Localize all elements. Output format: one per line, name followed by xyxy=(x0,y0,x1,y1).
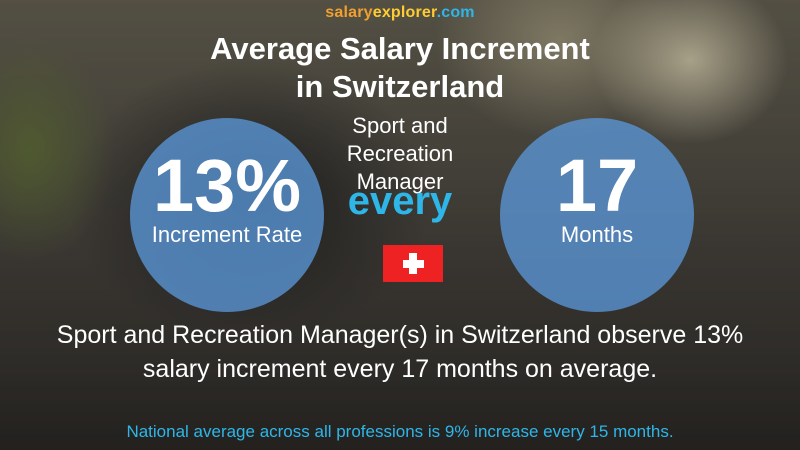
page-title: Average Salary Increment in Switzerland xyxy=(0,30,800,106)
summary-line-2: salary increment every 17 months on aver… xyxy=(142,355,658,383)
title-line-2: in Switzerland xyxy=(295,69,505,104)
title-line-1: Average Salary Increment xyxy=(210,31,590,66)
job-title-line-3: Manager xyxy=(356,169,444,194)
job-title-line-2: Recreation xyxy=(346,141,454,166)
every-connector: every xyxy=(347,179,453,223)
months-value: 17 xyxy=(555,144,639,227)
job-title-line-1: Sport and xyxy=(352,113,448,138)
job-title: Sport and Recreation Manager xyxy=(330,112,470,196)
increment-rate-value: 13% xyxy=(152,144,302,227)
months-label: Months xyxy=(560,222,634,247)
increment-rate-label: Increment Rate xyxy=(151,222,303,247)
months-circle: 17 Months xyxy=(500,118,694,312)
brand-part-domain: .com xyxy=(436,4,475,21)
brand-part-explorer: explorer xyxy=(372,4,437,21)
brand-logo[interactable]: salaryexplorer.com xyxy=(0,4,800,22)
summary-text: Sport and Recreation Manager(s) in Switz… xyxy=(0,318,800,386)
summary-line-1: Sport and Recreation Manager(s) in Switz… xyxy=(56,321,744,349)
national-average-note: National average across all professions … xyxy=(126,422,674,441)
flag-cross-horizontal xyxy=(402,259,424,268)
brand-part-salary: salary xyxy=(325,4,373,21)
switzerland-flag-icon xyxy=(383,245,443,282)
increment-rate-circle: 13% Increment Rate xyxy=(130,118,324,312)
